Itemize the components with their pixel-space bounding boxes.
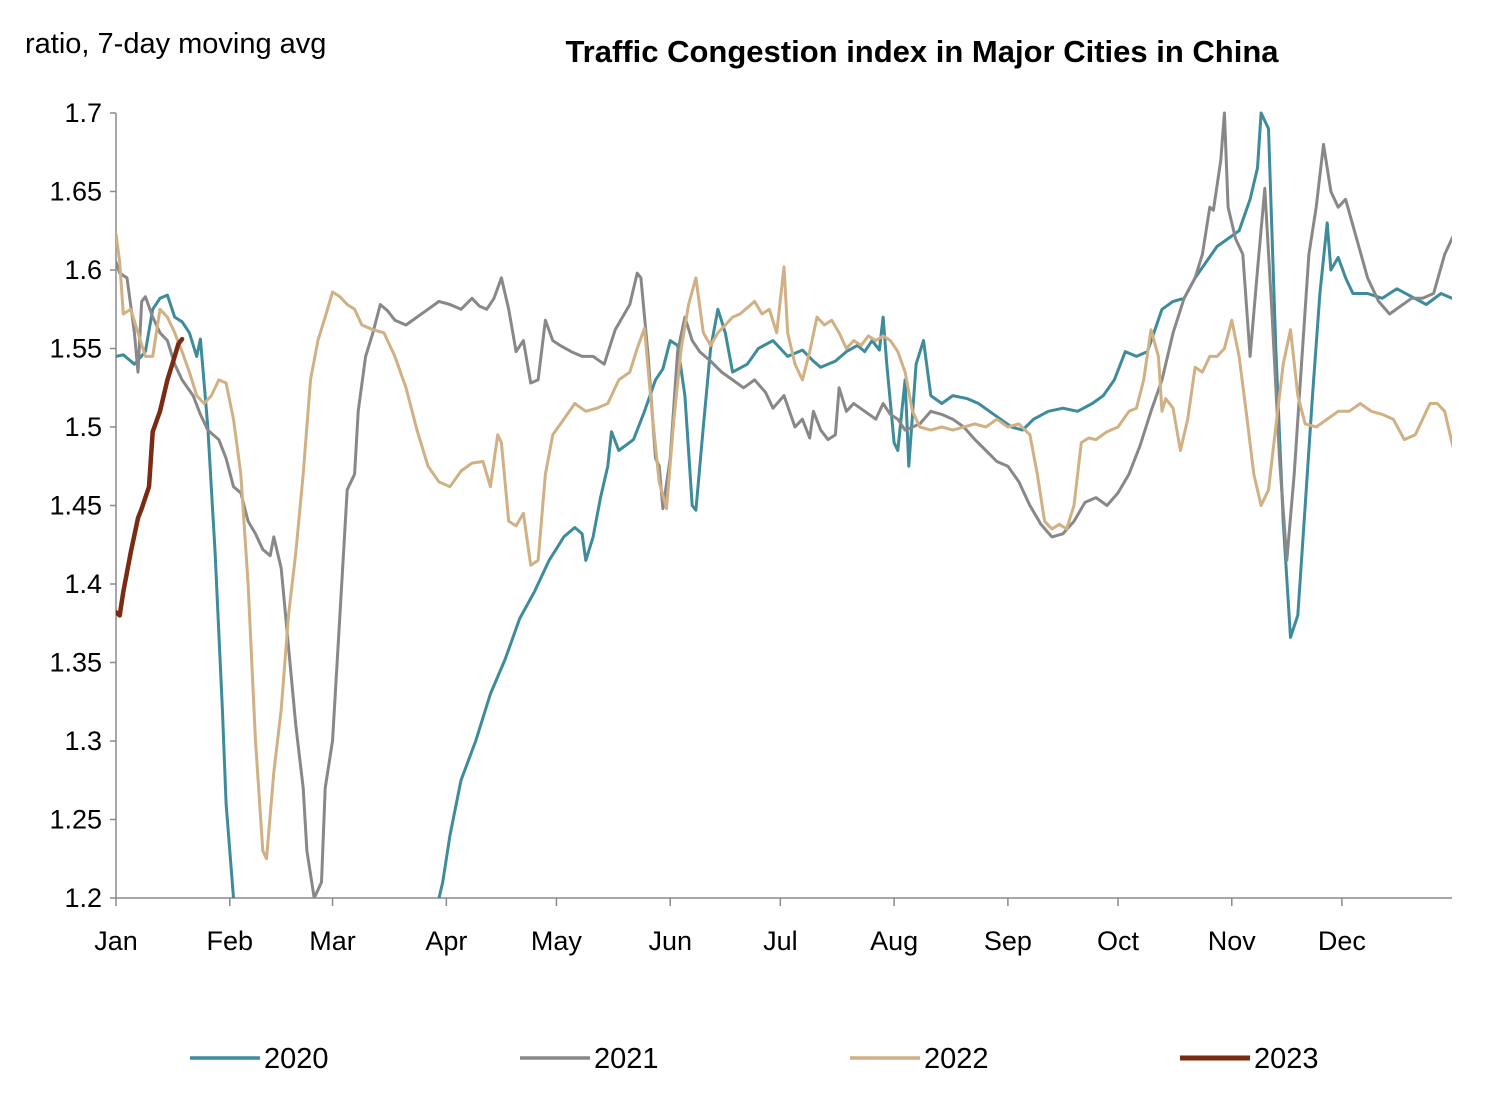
y-axis-label: ratio, 7-day moving avg bbox=[25, 28, 326, 60]
chart-title: Traffic Congestion index in Major Cities… bbox=[565, 34, 1279, 69]
x-tick-label: Sep bbox=[984, 926, 1032, 956]
series-line-2023 bbox=[116, 336, 185, 618]
y-tick-label: 1.65 bbox=[49, 177, 102, 207]
legend-label-2023: 2023 bbox=[1254, 1043, 1319, 1075]
x-tick-label: Jul bbox=[763, 926, 798, 956]
series-line-2020 bbox=[116, 111, 1452, 898]
y-tick-label: 1.4 bbox=[64, 569, 102, 599]
x-tick-label: Nov bbox=[1208, 926, 1257, 956]
x-tick-label: Jan bbox=[94, 926, 138, 956]
series-line-2022 bbox=[116, 232, 1452, 861]
y-tick-label: 1.45 bbox=[49, 491, 102, 521]
series-line-2021 bbox=[116, 111, 1452, 898]
y-tick-label: 1.2 bbox=[64, 883, 102, 913]
x-tick-label: May bbox=[531, 926, 583, 956]
x-tick-label: Dec bbox=[1318, 926, 1366, 956]
x-tick-label: Feb bbox=[207, 926, 254, 956]
y-tick-label: 1.25 bbox=[49, 805, 102, 835]
legend-label-2021: 2021 bbox=[594, 1043, 659, 1075]
x-tick-label: Oct bbox=[1097, 926, 1140, 956]
legend-label-2020: 2020 bbox=[264, 1043, 329, 1075]
legend: 2020 2021 2022 2023 bbox=[190, 1043, 1319, 1075]
y-tick-label: 1.5 bbox=[64, 412, 102, 442]
x-tick-label: Aug bbox=[870, 926, 918, 956]
y-tick-label: 1.6 bbox=[64, 255, 102, 285]
series-lines bbox=[116, 111, 1452, 898]
x-tick-label: Apr bbox=[425, 926, 467, 956]
y-tick-label: 1.55 bbox=[49, 334, 102, 364]
y-tick-label: 1.35 bbox=[49, 648, 102, 678]
x-tick-label: Mar bbox=[309, 926, 356, 956]
y-tick-label: 1.7 bbox=[64, 98, 102, 128]
axes: 1.2 1.25 1.3 1.35 1.4 1.45 1.5 1.55 1.6 1.65 1.7 Ja… bbox=[49, 98, 1452, 956]
y-tick-label: 1.3 bbox=[64, 726, 102, 756]
legend-label-2022: 2022 bbox=[924, 1043, 989, 1075]
x-tick-label: Jun bbox=[648, 926, 692, 956]
